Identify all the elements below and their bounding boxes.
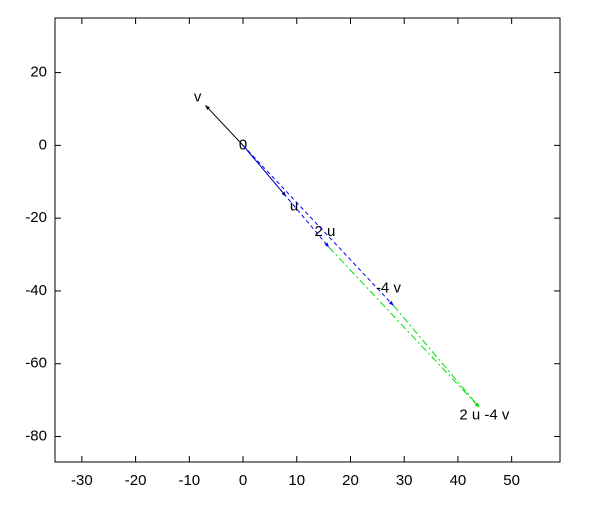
- y-tick-label: -20: [25, 209, 47, 226]
- arrow-head: [324, 242, 329, 248]
- vector: [242, 145, 330, 248]
- x-tick-label: 10: [288, 472, 305, 489]
- x-tick-label: -30: [71, 472, 93, 489]
- x-tick-label: 40: [450, 472, 467, 489]
- vector: [242, 145, 287, 197]
- plot-frame: [54, 17, 561, 463]
- x-tick-label: 20: [342, 472, 359, 489]
- vector-label: -4 v: [376, 279, 402, 296]
- y-tick-label: 0: [39, 136, 47, 153]
- y-tick-label: -60: [25, 355, 47, 372]
- arrow-head: [388, 300, 394, 306]
- x-tick-label: -10: [178, 472, 200, 489]
- vector: [328, 246, 480, 408]
- y-tick-label: -40: [25, 282, 47, 299]
- vector-label: 2 u -4 v: [459, 406, 510, 423]
- y-tick-label: -80: [25, 427, 47, 444]
- arrow-head: [474, 402, 480, 408]
- arrow-head: [205, 105, 210, 111]
- vector: [393, 305, 480, 408]
- x-tick-label: 0: [239, 472, 247, 489]
- x-tick-label: 30: [396, 472, 413, 489]
- x-tick-label: 50: [503, 472, 520, 489]
- vector-label: v: [194, 88, 202, 105]
- x-tick-label: -20: [125, 472, 147, 489]
- vector: [205, 105, 244, 146]
- vector-label: 2 u: [315, 223, 336, 240]
- y-tick-label: 20: [30, 64, 47, 81]
- vector: [242, 145, 394, 306]
